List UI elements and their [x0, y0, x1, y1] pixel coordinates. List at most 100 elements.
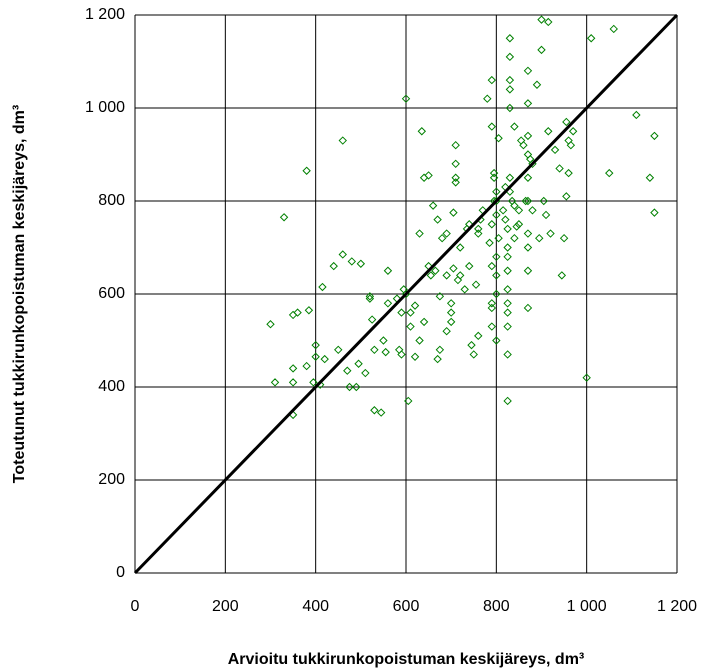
data-point [532, 80, 542, 89]
data-point [446, 308, 456, 317]
data-point [397, 308, 406, 317]
data-point [505, 85, 515, 94]
data-point [379, 336, 388, 345]
data-point [546, 229, 555, 238]
data-point [523, 196, 533, 206]
data-point [288, 378, 298, 387]
data-point [406, 308, 415, 317]
data-point [311, 352, 320, 361]
data-point [449, 264, 458, 273]
data-point [510, 201, 519, 210]
data-point [365, 294, 375, 303]
data-point [446, 317, 456, 327]
data-point [352, 382, 361, 392]
data-point [503, 322, 512, 331]
data-point [343, 366, 352, 375]
data-point [523, 131, 533, 141]
y-tick-label: 800 [98, 192, 125, 209]
data-point [555, 164, 564, 173]
data-point [404, 396, 413, 406]
data-point [541, 210, 551, 220]
data-point [451, 173, 460, 182]
data-point [474, 229, 483, 238]
x-tick-label: 1 000 [567, 598, 607, 615]
data-point [410, 301, 420, 310]
data-point [415, 229, 424, 238]
x-tick-label: 1 200 [657, 598, 697, 615]
data-point [426, 271, 436, 280]
data-point [347, 257, 357, 266]
data-point [428, 201, 438, 210]
data-point [523, 150, 533, 159]
data-point [446, 299, 456, 308]
data-point [433, 215, 442, 224]
y-tick-label: 0 [116, 564, 125, 581]
data-point [494, 134, 503, 143]
data-point [650, 208, 659, 217]
data-point [487, 303, 497, 313]
data-point [514, 206, 524, 215]
data-point [489, 173, 499, 182]
data-point [523, 173, 533, 182]
data-point [523, 66, 533, 76]
data-point [535, 233, 544, 243]
data-point [489, 168, 499, 178]
data-point [460, 285, 469, 294]
data-point [367, 315, 377, 324]
data-point [469, 350, 478, 359]
data-point [505, 173, 515, 182]
data-point [562, 117, 571, 127]
x-tick-label: 200 [212, 598, 239, 615]
data-point [510, 233, 519, 243]
data-point [514, 220, 524, 229]
data-point [266, 320, 275, 329]
data-point [435, 345, 445, 355]
data-point [523, 266, 533, 275]
data-point [568, 127, 578, 136]
data-point [381, 347, 390, 357]
data-point [406, 322, 415, 331]
data-point [354, 359, 363, 368]
data-point [512, 222, 521, 231]
data-point [528, 206, 537, 215]
data-point [503, 350, 512, 359]
y-tick-label: 1 000 [85, 99, 125, 116]
data-point [451, 159, 460, 169]
reference-line [133, 13, 679, 575]
x-tick-label: 600 [393, 598, 420, 615]
data-point [503, 308, 512, 317]
data-point [431, 266, 440, 275]
data-point [503, 266, 512, 275]
x-tick-label: 0 [131, 598, 140, 615]
data-point [492, 187, 501, 196]
data-point [309, 378, 318, 387]
data-point [505, 103, 515, 113]
data-point [503, 252, 512, 262]
y-axis-title: Toteutunut tukkirunkopoistuman keskijäre… [11, 105, 28, 483]
data-point [582, 373, 591, 382]
data-point [550, 145, 560, 155]
y-tick-label: 200 [98, 471, 125, 488]
data-point [302, 361, 311, 371]
x-tick-label: 800 [483, 598, 510, 615]
data-point [487, 261, 497, 271]
data-point [544, 17, 553, 27]
data-point [376, 408, 386, 417]
data-point [451, 140, 460, 150]
data-point [503, 243, 512, 252]
data-point [474, 331, 483, 341]
data-point [419, 317, 429, 327]
data-point [498, 206, 508, 215]
data-point [650, 131, 659, 141]
y-tick-label: 600 [98, 285, 125, 302]
data-point [505, 34, 515, 43]
data-point [503, 285, 512, 294]
data-point [311, 340, 320, 350]
data-point [632, 110, 641, 120]
data-point [487, 75, 497, 85]
data-point [415, 336, 424, 345]
data-point [279, 213, 289, 222]
data-point [451, 178, 460, 187]
data-point [516, 136, 526, 145]
data-point [519, 140, 528, 150]
